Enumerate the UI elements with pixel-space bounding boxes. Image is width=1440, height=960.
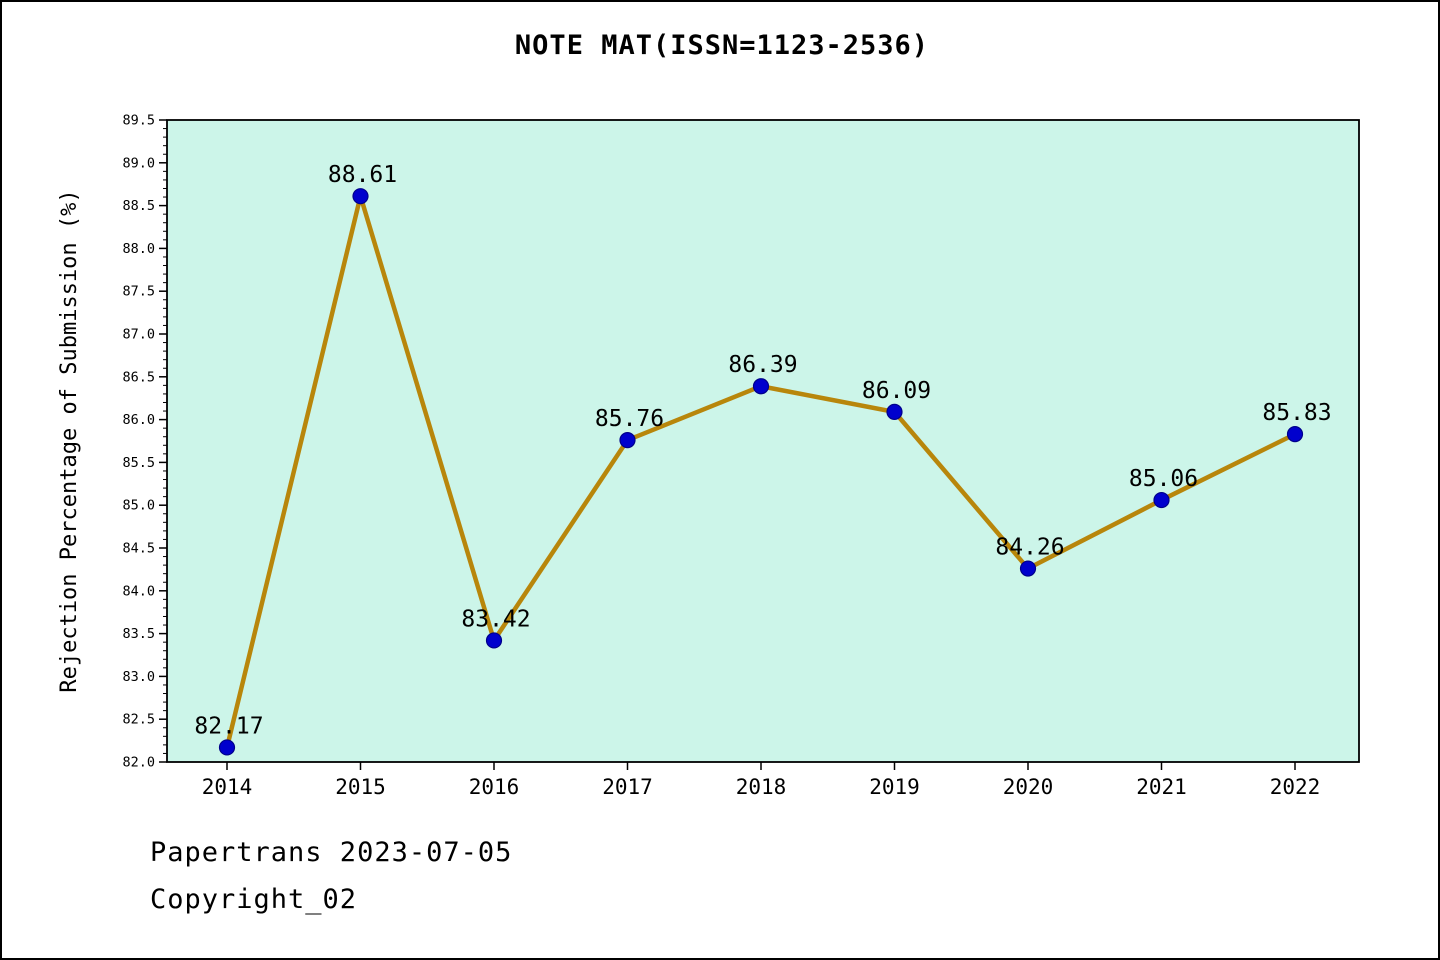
svg-text:88.0: 88.0 bbox=[122, 241, 155, 257]
data-point-label: 86.09 bbox=[862, 378, 931, 404]
svg-text:2014: 2014 bbox=[202, 775, 253, 799]
svg-text:83.5: 83.5 bbox=[122, 626, 155, 642]
svg-text:2018: 2018 bbox=[736, 775, 787, 799]
data-point-marker bbox=[752, 378, 770, 395]
data-point-marker bbox=[886, 403, 903, 420]
data-point-marker bbox=[1153, 491, 1170, 509]
svg-text:86.5: 86.5 bbox=[122, 369, 155, 385]
chart-footer: Papertrans 2023-07-05 Copyright_02 bbox=[150, 837, 512, 915]
data-point-label: 85.06 bbox=[1129, 466, 1198, 492]
svg-text:89.0: 89.0 bbox=[122, 155, 155, 171]
footer-copyright: Copyright_02 bbox=[150, 884, 358, 915]
svg-text:2015: 2015 bbox=[335, 775, 386, 799]
y-axis: 82.0 82.5 83.0 83.5 84.0 84.5 85.0 85.5 86.0 86.5… bbox=[122, 113, 167, 771]
svg-text:2022: 2022 bbox=[1270, 775, 1321, 799]
data-point-label: 86.39 bbox=[728, 352, 797, 378]
x-axis: 2014 2015 2016 2017 2018 2019 2020 2021 2022 bbox=[202, 762, 1321, 799]
svg-text:82.0: 82.0 bbox=[122, 755, 155, 771]
chart-svg: 82.0 82.5 83.0 83.5 84.0 84.5 85.0 85.5 86.0 86.5… bbox=[57, 113, 1360, 799]
data-point-marker bbox=[218, 739, 236, 756]
svg-text:87.5: 87.5 bbox=[122, 284, 155, 300]
svg-text:86.0: 86.0 bbox=[122, 412, 155, 428]
svg-text:2016: 2016 bbox=[469, 775, 520, 799]
svg-text:82.5: 82.5 bbox=[122, 712, 155, 728]
data-point-label: 85.83 bbox=[1262, 400, 1331, 426]
svg-text:84.5: 84.5 bbox=[122, 541, 155, 557]
y-axis-label: Rejection Percentage of Submission (%) bbox=[57, 189, 82, 692]
data-point-marker bbox=[352, 188, 369, 205]
svg-text:2020: 2020 bbox=[1003, 775, 1054, 799]
data-point-label: 85.76 bbox=[595, 406, 664, 432]
svg-text:2017: 2017 bbox=[602, 775, 653, 799]
data-point-label: 82.17 bbox=[194, 713, 263, 739]
data-points: 82.17 88.61 83.42 85.76 86.39 86.09 84.26 85.06… bbox=[194, 162, 1332, 756]
plot-area bbox=[166, 119, 1360, 763]
svg-text:88.5: 88.5 bbox=[122, 198, 155, 214]
data-point-label: 88.61 bbox=[328, 162, 397, 188]
svg-text:2019: 2019 bbox=[869, 775, 920, 799]
svg-text:84.0: 84.0 bbox=[122, 583, 155, 599]
data-point-label: 84.26 bbox=[995, 535, 1064, 561]
svg-text:85.0: 85.0 bbox=[122, 498, 155, 514]
data-point-marker bbox=[1286, 426, 1304, 443]
data-point-label: 83.42 bbox=[461, 606, 530, 632]
svg-text:87.0: 87.0 bbox=[122, 327, 155, 343]
svg-text:2021: 2021 bbox=[1136, 775, 1187, 799]
data-point-marker bbox=[1019, 560, 1037, 577]
data-point-marker bbox=[619, 432, 636, 449]
svg-text:83.0: 83.0 bbox=[122, 669, 155, 685]
data-point-marker bbox=[485, 632, 503, 649]
footer-source-date: Papertrans 2023-07-05 bbox=[150, 837, 513, 868]
svg-text:89.5: 89.5 bbox=[122, 113, 155, 129]
chart-title: NOTE MAT(ISSN=1123-2536) bbox=[514, 30, 930, 61]
svg-text:85.5: 85.5 bbox=[122, 455, 155, 471]
